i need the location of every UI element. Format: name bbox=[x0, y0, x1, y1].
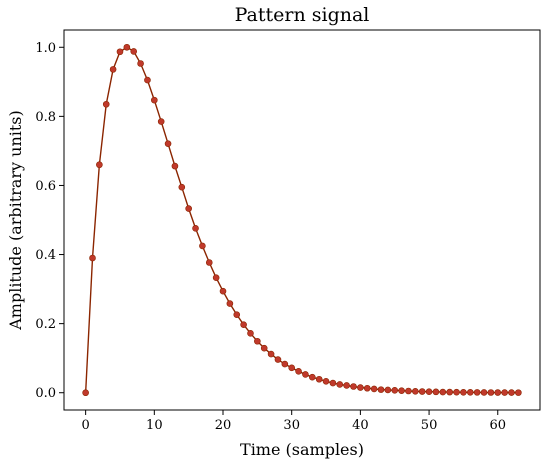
data-point bbox=[315, 375, 323, 383]
data-point bbox=[192, 224, 199, 232]
y-tick-label: 0.0 bbox=[35, 386, 56, 401]
data-point bbox=[302, 371, 309, 378]
data-point bbox=[89, 254, 96, 262]
y-tick-label: 0.6 bbox=[35, 179, 56, 194]
data-point bbox=[219, 287, 227, 295]
data-point bbox=[157, 118, 165, 125]
chart-title: Pattern signal bbox=[235, 4, 370, 26]
data-point bbox=[515, 389, 522, 396]
data-points bbox=[82, 43, 522, 397]
data-point bbox=[412, 388, 419, 395]
data-point bbox=[178, 183, 186, 191]
data-point bbox=[308, 373, 316, 381]
data-point bbox=[446, 388, 453, 396]
data-point bbox=[343, 382, 350, 389]
x-tick-label: 0 bbox=[81, 418, 89, 433]
data-point bbox=[130, 48, 138, 55]
data-point bbox=[398, 387, 405, 394]
data-point bbox=[370, 385, 378, 393]
data-point bbox=[144, 76, 151, 84]
data-point bbox=[281, 360, 289, 368]
data-point bbox=[247, 330, 254, 337]
data-point bbox=[384, 386, 392, 394]
data-point bbox=[109, 66, 117, 73]
data-point bbox=[494, 389, 502, 396]
data-point bbox=[453, 388, 460, 396]
data-point bbox=[439, 388, 447, 396]
data-point bbox=[116, 48, 124, 56]
data-point bbox=[260, 344, 268, 352]
axis-ticks: 0 10 20 30 40 50 60 0.0 0.2 0.4 0.6 0.8 1.0 bbox=[35, 41, 506, 433]
data-point bbox=[418, 388, 426, 395]
x-tick-label: 30 bbox=[283, 418, 300, 433]
data-point bbox=[151, 96, 158, 104]
y-tick-label: 0.4 bbox=[35, 248, 56, 263]
y-axis-label: Amplitude (arbitrary units) bbox=[6, 110, 25, 331]
data-point bbox=[164, 140, 172, 147]
x-axis-label: Time (samples) bbox=[240, 440, 364, 459]
data-point bbox=[233, 311, 241, 318]
data-point bbox=[363, 384, 371, 392]
y-tick-label: 0.2 bbox=[35, 317, 56, 332]
data-point bbox=[425, 388, 433, 395]
data-point bbox=[336, 381, 344, 388]
data-point bbox=[357, 384, 364, 391]
data-point bbox=[185, 205, 192, 212]
data-point bbox=[254, 337, 261, 345]
data-point bbox=[391, 387, 399, 394]
data-point bbox=[295, 368, 302, 375]
x-tick-label: 50 bbox=[421, 418, 438, 433]
data-point bbox=[171, 162, 179, 170]
data-point bbox=[329, 379, 337, 387]
x-tick-label: 40 bbox=[352, 418, 369, 433]
data-point bbox=[205, 259, 213, 266]
data-point bbox=[137, 60, 144, 67]
y-tick-label: 1.0 bbox=[35, 41, 56, 56]
data-point bbox=[501, 389, 508, 396]
data-point bbox=[460, 388, 467, 396]
data-point bbox=[487, 389, 495, 396]
data-point bbox=[199, 242, 206, 250]
series-line bbox=[84, 46, 519, 394]
data-point bbox=[322, 378, 330, 385]
x-tick-label: 60 bbox=[489, 418, 506, 433]
data-point bbox=[480, 389, 488, 396]
data-point bbox=[102, 100, 110, 108]
data-point bbox=[508, 389, 515, 396]
data-point bbox=[405, 387, 412, 395]
data-point bbox=[274, 356, 282, 363]
data-point bbox=[240, 321, 247, 328]
data-point bbox=[82, 389, 89, 397]
plot-frame bbox=[63, 29, 541, 411]
x-tick-label: 20 bbox=[215, 418, 232, 433]
data-point bbox=[288, 364, 296, 372]
data-point bbox=[466, 389, 474, 396]
x-tick-label: 10 bbox=[146, 418, 163, 433]
data-point bbox=[267, 350, 275, 358]
data-point bbox=[226, 300, 234, 307]
data-point bbox=[123, 43, 131, 51]
data-point bbox=[350, 383, 357, 390]
data-point bbox=[432, 388, 440, 396]
data-point bbox=[96, 161, 103, 169]
data-point bbox=[473, 389, 481, 396]
y-tick-label: 0.8 bbox=[35, 110, 56, 125]
data-point bbox=[212, 274, 220, 281]
data-point bbox=[377, 386, 385, 393]
